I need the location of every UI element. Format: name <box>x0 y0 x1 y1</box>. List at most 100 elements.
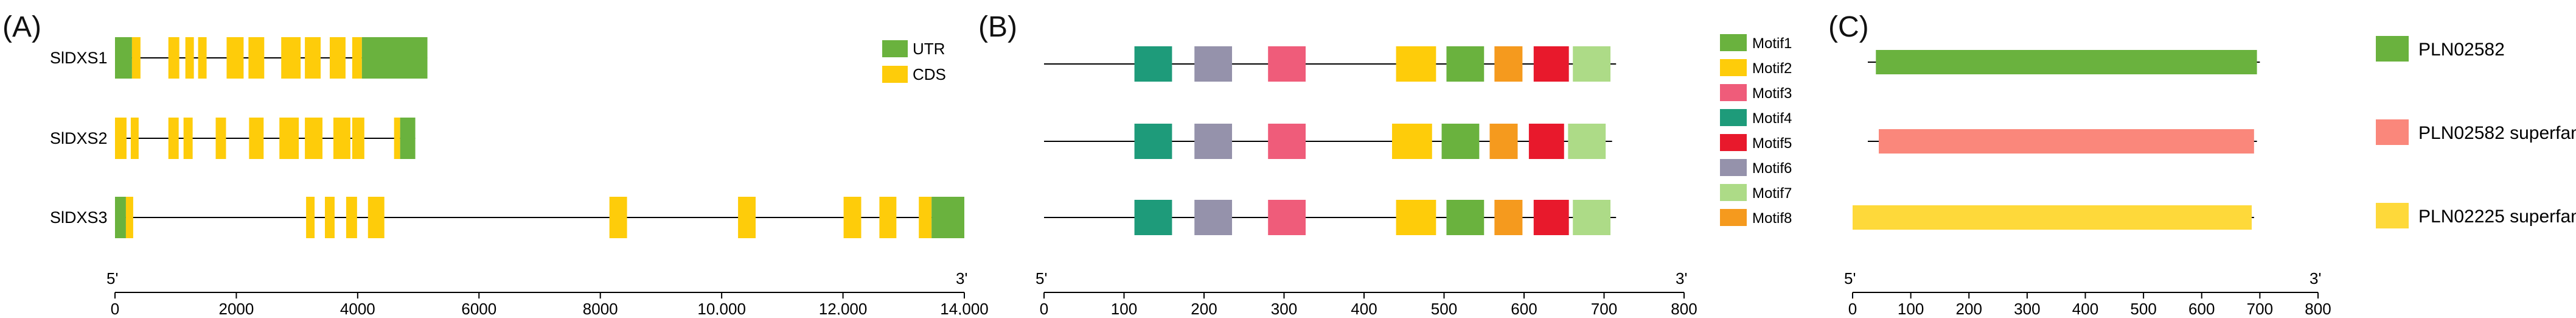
cds-block <box>130 118 139 159</box>
axis-tick-label: 400 <box>2072 300 2098 315</box>
axis-three-prime-label: 3' <box>956 269 967 288</box>
axis-tick-label: 200 <box>1956 300 1982 315</box>
legend-swatch-motif6 <box>1720 159 1747 176</box>
axis-tick-label: 300 <box>2014 300 2040 315</box>
cds-block <box>879 197 897 238</box>
motif5-block <box>1533 46 1569 82</box>
domain-block <box>1879 129 2254 154</box>
panel-a-gene-structure: 5' 3' 0 2000 4000 6000 8000 10,000 12,000 14,000 S… <box>50 37 989 318</box>
motif3-block <box>1268 124 1306 159</box>
cds-block <box>131 37 141 79</box>
cds-block <box>125 197 133 238</box>
axis-tick-label: 100 <box>1898 300 1924 315</box>
motif6-block <box>1194 124 1233 159</box>
cds-block <box>215 118 226 159</box>
motif5-block <box>1533 200 1569 235</box>
axis-three-prime-label: 3' <box>1676 269 1687 288</box>
legend-swatch-utr <box>882 40 908 57</box>
cds-block <box>198 37 207 79</box>
motif8-block <box>1489 124 1518 159</box>
axis-tick-label: 500 <box>1431 300 1457 315</box>
motif6-block <box>1194 200 1233 235</box>
legend-label-motif8: Motif8 <box>1752 210 1792 227</box>
gene-row-sldxs2: SlDXS2 <box>50 118 416 159</box>
cds-block <box>226 37 244 79</box>
motif-row <box>1044 200 1617 235</box>
legend-label-utr: UTR <box>913 40 945 58</box>
domain-block <box>1876 50 2257 74</box>
cds-block <box>346 197 357 238</box>
motif-row <box>1044 124 1612 159</box>
axis-tick-label: 14,000 <box>940 300 989 315</box>
cds-block <box>248 37 265 79</box>
gene-name-label: SlDXS2 <box>50 129 108 147</box>
motif7-block <box>1568 124 1606 159</box>
axis-tick-label: 0 <box>111 300 119 315</box>
legend-swatch-motif2 <box>1720 59 1747 76</box>
cds-block <box>168 37 179 79</box>
cds-block <box>249 118 264 159</box>
gene-row-sldxs3: SlDXS3 <box>50 197 964 238</box>
utr-block <box>931 197 964 238</box>
utr-block <box>361 37 428 79</box>
domain-row <box>1868 50 2260 74</box>
gene-name-label: SlDXS1 <box>50 49 108 67</box>
cds-block <box>394 118 400 159</box>
motif2-block <box>1396 200 1436 235</box>
legend-label-cds: CDS <box>913 65 946 83</box>
panel-c-conserved-domains: 5' 3' 0 100 200 300 400 500 600 700 800 PLN02582 PLN… <box>1844 36 2576 318</box>
motif1-block <box>1441 124 1480 159</box>
motif8-block <box>1494 200 1523 235</box>
axis-five-prime-label: 5' <box>1036 269 1047 288</box>
legend-swatch-motif8 <box>1720 209 1747 226</box>
cds-block <box>168 118 179 159</box>
legend-swatch-motif4 <box>1720 109 1747 126</box>
legend-label: PLN02582 superfamily <box>2418 123 2576 143</box>
motif1-block <box>1446 46 1485 82</box>
axis-tick-label: 0 <box>1848 300 1857 315</box>
cds-block <box>333 118 350 159</box>
utr-block <box>115 37 132 79</box>
legend-label: PLN02582 <box>2418 40 2505 60</box>
cds-block <box>115 118 127 159</box>
cds-block <box>305 118 323 159</box>
cds-block <box>306 197 315 238</box>
panel-a-label: (A) <box>2 11 41 43</box>
motif2-block <box>1396 46 1436 82</box>
legend-swatch-motif5 <box>1720 134 1747 151</box>
axis-tick-label: 400 <box>1351 300 1377 315</box>
gene-row-sldxs1: SlDXS1 <box>50 37 428 79</box>
axis-tick-label: 300 <box>1271 300 1297 315</box>
cds-block <box>609 197 627 238</box>
axis-tick-label: 10,000 <box>697 300 746 315</box>
cds-block <box>919 197 932 238</box>
domain-block <box>1853 205 2252 230</box>
legend-label-motif7: Motif7 <box>1752 185 1792 202</box>
legend-swatch <box>2376 119 2409 145</box>
legend-swatch-motif3 <box>1720 84 1747 101</box>
axis-tick-label: 600 <box>1511 300 1537 315</box>
axis-three-prime-label: 3' <box>2310 269 2321 288</box>
cds-block <box>738 197 756 238</box>
motif2-block <box>1392 124 1432 159</box>
axis-tick-label: 800 <box>2305 300 2331 315</box>
legend-label-motif6: Motif6 <box>1752 160 1792 177</box>
axis-tick-label: 500 <box>2130 300 2156 315</box>
legend-label-motif1: Motif1 <box>1752 35 1792 52</box>
legend-label-motif5: Motif5 <box>1752 135 1792 152</box>
axis-tick-label: 700 <box>2247 300 2273 315</box>
legend-swatch-motif7 <box>1720 184 1747 201</box>
legend-swatch-motif1 <box>1720 34 1747 51</box>
cds-block <box>305 37 321 79</box>
legend-swatch <box>2376 203 2409 228</box>
motif7-block <box>1573 46 1611 82</box>
panel-b-label: (B) <box>978 11 1017 43</box>
motif4-block <box>1134 46 1172 82</box>
legend-swatch <box>2376 36 2409 62</box>
axis-tick-label: 4000 <box>340 300 375 315</box>
axis-tick-label: 0 <box>1040 300 1048 315</box>
motif3-block <box>1268 200 1306 235</box>
domain-row <box>1868 129 2257 154</box>
utr-block <box>400 118 416 159</box>
